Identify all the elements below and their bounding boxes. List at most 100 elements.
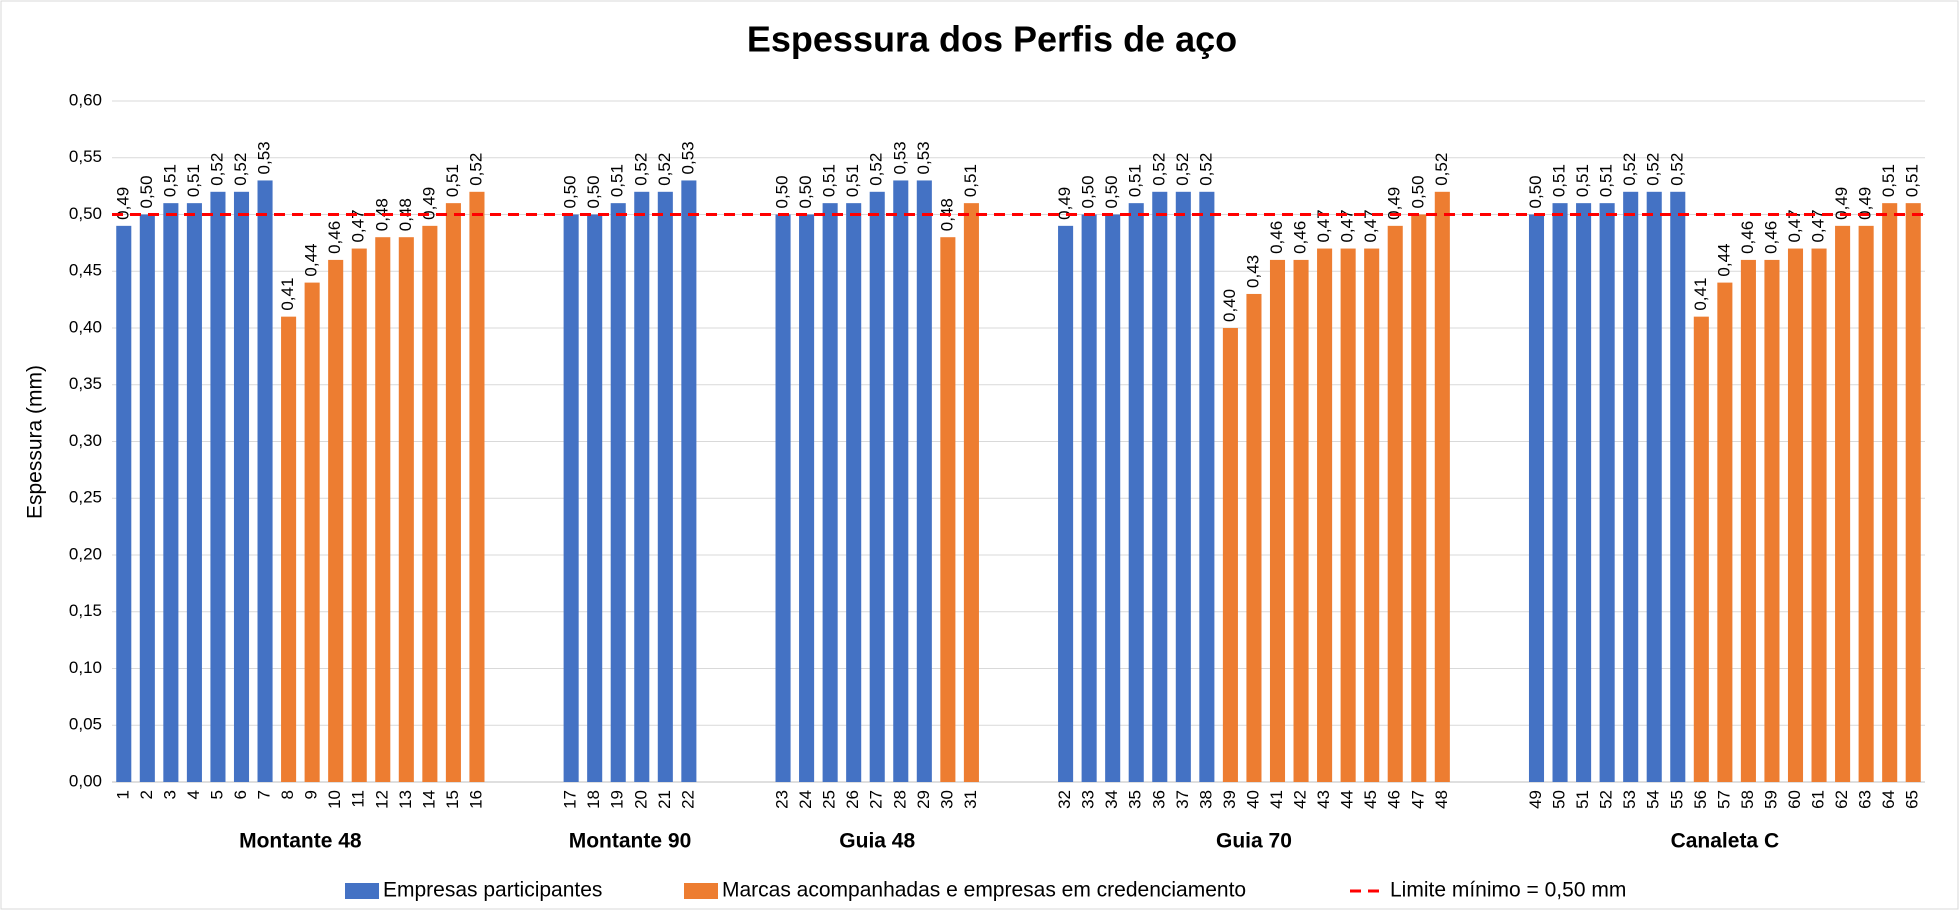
group-label: Montante 90 xyxy=(569,830,692,853)
bar xyxy=(1269,259,1286,782)
value-label: 0,46 xyxy=(1291,221,1310,254)
x-tick-label: 20 xyxy=(631,790,650,809)
value-label: 0,47 xyxy=(1314,209,1333,242)
x-tick-label: 4 xyxy=(184,790,203,799)
bar xyxy=(799,214,815,782)
bar xyxy=(1222,328,1238,782)
bar xyxy=(634,191,650,783)
legend-swatch xyxy=(684,883,718,899)
x-tick-label: 48 xyxy=(1432,790,1451,809)
x-tick-label: 9 xyxy=(302,790,321,799)
bar xyxy=(1787,248,1804,783)
bar xyxy=(422,225,438,783)
bar xyxy=(822,203,838,782)
value-label: 0,47 xyxy=(1785,209,1804,242)
bar xyxy=(1411,214,1427,782)
x-tick-label: 51 xyxy=(1573,790,1592,809)
value-label: 0,49 xyxy=(1055,187,1074,220)
value-label: 0,52 xyxy=(867,153,886,186)
legend-label: Marcas acompanhadas e empresas em creden… xyxy=(722,879,1246,902)
bar xyxy=(587,214,603,782)
bar xyxy=(116,225,132,783)
x-tick-label: 54 xyxy=(1644,790,1663,809)
value-label: 0,50 xyxy=(796,175,815,208)
x-tick-label: 21 xyxy=(655,790,674,809)
x-tick-label: 3 xyxy=(160,790,179,799)
x-tick-label: 59 xyxy=(1761,790,1780,809)
x-tick-label: 49 xyxy=(1526,790,1545,809)
bar xyxy=(1764,259,1780,782)
x-tick-label: 43 xyxy=(1314,790,1333,809)
x-tick-label: 6 xyxy=(231,790,250,799)
x-tick-label: 65 xyxy=(1903,790,1922,809)
x-tick-label: 58 xyxy=(1738,790,1757,809)
value-label: 0,51 xyxy=(1550,164,1569,197)
bar xyxy=(139,214,155,782)
x-tick-label: 28 xyxy=(890,790,909,809)
x-tick-label: 36 xyxy=(1149,790,1168,809)
value-label: 0,50 xyxy=(1408,175,1427,208)
x-tick-label: 45 xyxy=(1361,790,1380,809)
bar xyxy=(1246,293,1262,782)
x-tick-label: 56 xyxy=(1691,790,1710,809)
value-label: 0,51 xyxy=(961,164,980,197)
value-label: 0,43 xyxy=(1243,255,1262,288)
x-tick-label: 44 xyxy=(1338,790,1357,809)
value-label: 0,52 xyxy=(1196,153,1215,186)
bar xyxy=(1199,191,1215,783)
x-tick-label: 14 xyxy=(419,790,438,809)
x-tick-label: 50 xyxy=(1550,790,1569,809)
x-tick-label: 25 xyxy=(820,790,839,809)
bar xyxy=(963,203,979,782)
x-tick-label: 57 xyxy=(1714,790,1733,809)
value-label: 0,51 xyxy=(608,164,627,197)
y-tick-label: 0,40 xyxy=(69,317,102,336)
value-label: 0,46 xyxy=(325,221,344,254)
bar xyxy=(1387,225,1403,783)
x-tick-label: 12 xyxy=(372,790,391,809)
y-tick-label: 0,00 xyxy=(69,771,102,790)
value-label: 0,52 xyxy=(1149,153,1168,186)
group-label: Montante 48 xyxy=(239,830,362,853)
value-label: 0,50 xyxy=(561,175,580,208)
x-tick-label: 8 xyxy=(278,790,297,799)
y-tick-label: 0,55 xyxy=(69,147,102,166)
bar xyxy=(1552,203,1568,782)
x-tick-label: 2 xyxy=(137,790,156,799)
bar xyxy=(1364,248,1380,783)
x-tick-label: 32 xyxy=(1055,790,1074,809)
x-tick-label: 64 xyxy=(1879,790,1898,809)
value-label: 0,40 xyxy=(1220,289,1239,322)
bar xyxy=(1081,214,1097,782)
x-tick-label: 18 xyxy=(584,790,603,809)
x-tick-label: 13 xyxy=(396,790,415,809)
bar xyxy=(186,203,202,782)
bar xyxy=(469,191,485,783)
bar xyxy=(1128,203,1144,782)
y-tick-label: 0,35 xyxy=(69,374,102,393)
value-label: 0,50 xyxy=(584,175,603,208)
bar xyxy=(1646,191,1662,783)
x-tick-label: 11 xyxy=(349,790,368,808)
value-label: 0,46 xyxy=(1267,221,1286,254)
bar xyxy=(375,237,391,782)
x-tick-label: 33 xyxy=(1079,790,1098,809)
x-tick-label: 23 xyxy=(773,790,792,809)
x-tick-label: 31 xyxy=(961,790,980,809)
y-tick-label: 0,30 xyxy=(69,431,102,450)
y-tick-label: 0,05 xyxy=(69,715,102,734)
value-label: 0,49 xyxy=(113,187,132,220)
chart-title: Espessura dos Perfis de aço xyxy=(747,19,1237,60)
legend-swatch xyxy=(345,883,379,899)
y-tick-label: 0,25 xyxy=(69,488,102,507)
value-label: 0,48 xyxy=(372,198,391,231)
value-label: 0,51 xyxy=(1573,164,1592,197)
value-label: 0,51 xyxy=(843,164,862,197)
x-tick-label: 38 xyxy=(1196,790,1215,809)
value-label: 0,52 xyxy=(1173,153,1192,186)
value-label: 0,52 xyxy=(1667,153,1686,186)
x-tick-label: 63 xyxy=(1856,790,1875,809)
bar xyxy=(445,203,461,782)
